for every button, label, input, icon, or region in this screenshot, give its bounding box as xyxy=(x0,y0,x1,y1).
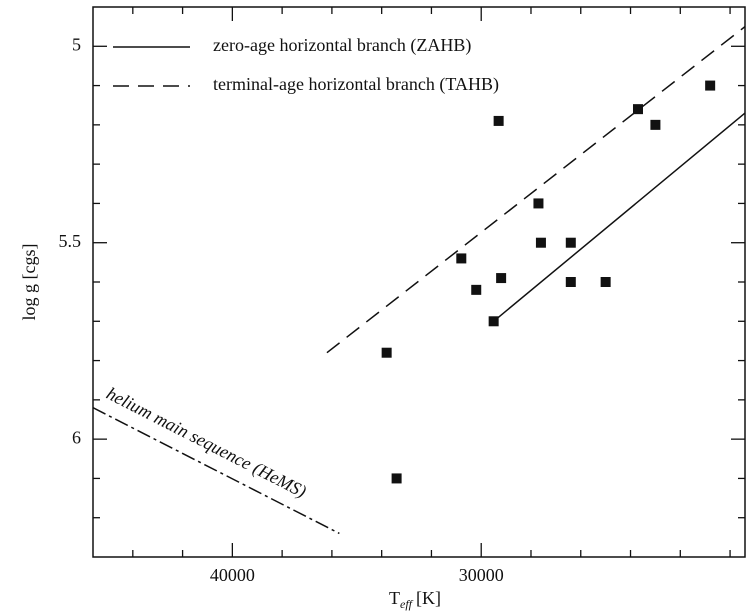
x-label-unit: [K] xyxy=(416,588,441,608)
y-tick-label: 5 xyxy=(72,34,81,54)
star-point xyxy=(632,104,643,115)
hems-label: helium main sequence (HeMS) xyxy=(103,383,310,502)
model-line xyxy=(326,26,745,354)
x-label-sub: eff xyxy=(400,597,414,611)
star-point xyxy=(535,237,546,248)
star-point xyxy=(381,347,392,358)
star-point xyxy=(496,273,507,284)
x-axis-label: Teff [K] xyxy=(389,588,441,611)
star-point xyxy=(488,316,499,327)
star-point xyxy=(471,284,482,295)
x-tick-label: 40000 xyxy=(210,565,255,585)
hems-line xyxy=(93,407,340,535)
star-point xyxy=(565,277,576,287)
y-tick-label: 6 xyxy=(72,427,81,447)
y-axis-label: log g [cgs] xyxy=(19,244,39,321)
plot-area xyxy=(93,26,745,535)
star-point xyxy=(565,237,576,248)
star-point xyxy=(600,277,611,287)
star-point xyxy=(493,115,504,126)
y-tick-label: 5.5 xyxy=(59,231,82,251)
star-point xyxy=(533,198,544,209)
star-point xyxy=(650,119,661,130)
x-label-main: T xyxy=(389,588,400,608)
model-line xyxy=(493,112,745,322)
star-point xyxy=(391,473,402,484)
star-point xyxy=(705,80,716,91)
legend-label: zero-age horizontal branch (ZAHB) xyxy=(213,35,471,56)
x-tick-label: 30000 xyxy=(459,565,504,585)
star-point xyxy=(456,253,467,264)
legend-label: terminal-age horizontal branch (TAHB) xyxy=(213,74,499,95)
